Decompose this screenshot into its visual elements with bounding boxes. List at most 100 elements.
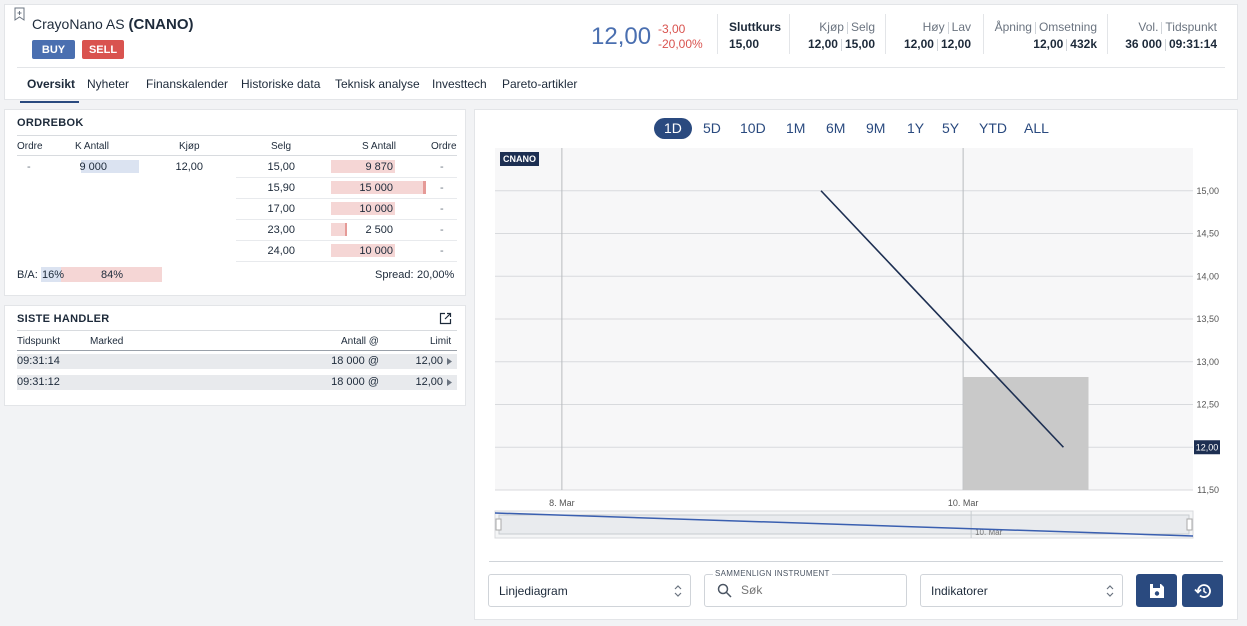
col-k-antall: K Antall xyxy=(75,141,109,152)
sell-button[interactable]: SELL xyxy=(82,40,124,59)
stat-kjop-selg: Kjøp Selg 12,00 15,00 xyxy=(807,20,875,51)
spread-value: 20,00% xyxy=(417,269,455,281)
period-6m[interactable]: 6M xyxy=(826,120,846,136)
last-price: 12,00 xyxy=(591,23,652,50)
spread-label: Spread: xyxy=(375,269,414,281)
select-arrows-icon xyxy=(1106,585,1114,597)
orderbook-cell: 15,90 xyxy=(267,182,295,194)
instrument-header: CrayoNano AS (CNANO) BUY SELL 12,00 -3,0… xyxy=(4,4,1238,103)
orderbook-cell: 2 500 xyxy=(365,224,393,236)
price-chart[interactable]: 11,50 12,00 12,50 13,00 13,50 14,00 14,50 15,00… xyxy=(475,110,1237,550)
period-1m[interactable]: 1M xyxy=(786,120,806,136)
orderbook-cell: 15 000 xyxy=(359,182,393,194)
period-9m[interactable]: 9M xyxy=(866,120,886,136)
price-series-line xyxy=(820,190,1065,448)
col-ordre-selg: Ordre xyxy=(431,141,457,152)
navigator-handle-right xyxy=(1186,518,1193,531)
orderbook-cell: - xyxy=(440,161,444,173)
x-tick-label: 8. Mar xyxy=(549,498,575,508)
tab-nyheter[interactable]: Nyheter xyxy=(87,77,130,91)
period-10d[interactable]: 10D xyxy=(740,120,766,136)
orderbook-cell: 24,00 xyxy=(267,245,295,257)
y-tick-label: 11,50 xyxy=(1197,485,1219,495)
orderbook-cell: - xyxy=(440,245,444,257)
buy-button[interactable]: BUY xyxy=(32,40,75,59)
tab-investtech[interactable]: Investtech xyxy=(432,77,487,91)
volume-bar xyxy=(963,377,1089,490)
period-5d[interactable]: 5D xyxy=(703,120,721,136)
orderbook-cell: 9 000 xyxy=(79,161,107,173)
orderbook-cell: 9 870 xyxy=(365,161,393,173)
x-tick-label: 10. Mar xyxy=(948,498,979,508)
buy-depth-bar xyxy=(81,160,139,173)
company-title: CrayoNano AS (CNANO) xyxy=(32,16,194,33)
chart-type-select[interactable]: Linjediagram xyxy=(488,574,691,607)
col-s-antall: S Antall xyxy=(362,141,396,152)
y-tick-label: 15,00 xyxy=(1196,186,1219,196)
ba-buy-bar xyxy=(41,267,61,282)
ba-sell-bar xyxy=(61,267,162,282)
table-row[interactable]: 09:31:12 18 000 @ 12,00 xyxy=(17,375,457,390)
orderbook-cell: 23,00 xyxy=(267,224,295,236)
tab-historiske-data[interactable]: Historiske data xyxy=(241,77,321,91)
bookmark-add-icon[interactable] xyxy=(14,7,25,21)
orderbook-cell: 10 000 xyxy=(359,203,393,215)
tab-finanskalender[interactable]: Finanskalender xyxy=(146,77,229,91)
table-row[interactable]: 09:31:14 18 000 @ 12,00 xyxy=(17,354,457,369)
orderbook-cell: 17,00 xyxy=(267,203,295,215)
period-all[interactable]: ALL xyxy=(1024,120,1049,136)
divider xyxy=(885,14,886,54)
orderbook-title: ORDREBOK xyxy=(17,117,84,129)
ba-buy-pct: 16% xyxy=(42,269,65,281)
sell-depth-bar xyxy=(331,202,395,215)
period-5y[interactable]: 5Y xyxy=(942,120,960,136)
y-tick-label: 13,00 xyxy=(1196,357,1219,367)
tab-pareto-artikler[interactable]: Pareto-artikler xyxy=(502,77,578,91)
external-link-icon[interactable] xyxy=(439,312,452,325)
recent-trades-title: SISTE HANDLER xyxy=(17,313,110,325)
orderbook-cell: 12,00 xyxy=(175,161,203,173)
history-icon xyxy=(1193,583,1211,598)
stat-sluttkurs: Sluttkurs 15,00 xyxy=(729,20,782,51)
orderbook-cell: - xyxy=(440,203,444,215)
search-icon xyxy=(717,583,732,598)
last-price-tag xyxy=(1194,440,1220,455)
col-marked: Marked xyxy=(90,336,124,347)
compare-instrument-field[interactable]: SAMMENLIGN INSTRUMENT xyxy=(704,569,907,607)
sell-depth-bar xyxy=(331,181,425,194)
divider xyxy=(983,14,984,54)
y-tick-label: 13,50 xyxy=(1196,314,1219,324)
tab-teknisk-analyse[interactable]: Teknisk analyse xyxy=(335,77,420,91)
chart-panel: 1D 5D 10D 1M 6M 9M 1Y 5Y YTD ALL 11,50 12… xyxy=(474,109,1238,620)
col-limit: Limit xyxy=(430,336,452,347)
tab-oversikt[interactable]: Oversikt xyxy=(27,77,76,91)
compare-label: SAMMENLIGN INSTRUMENT xyxy=(713,569,832,578)
orderbook-cell: 10 000 xyxy=(359,245,393,257)
period-ytd[interactable]: YTD xyxy=(979,120,1007,136)
orderbook-cell: - xyxy=(27,161,31,173)
orderbook-cell: 15,00 xyxy=(267,161,295,173)
col-antall: Antall @ xyxy=(341,336,379,347)
stat-vol-tidspunkt: Vol. Tidspunkt 36 000 09:31:14 xyxy=(1125,20,1217,51)
navigator-label: 10. Mar xyxy=(975,528,1002,537)
last-price-tag-label: 12,00 xyxy=(1196,442,1219,452)
orderbook-panel: ORDREBOK Ordre K Antall Kjøp Selg S Anta… xyxy=(4,109,466,296)
sell-depth-bar xyxy=(331,160,395,173)
divider xyxy=(717,14,718,54)
active-tab-indicator xyxy=(20,101,79,103)
col-selg: Selg xyxy=(271,141,292,152)
period-1d[interactable]: 1D xyxy=(654,118,692,139)
instrument-tabs: Oversikt Nyheter Finanskalender Historis… xyxy=(17,67,1225,103)
company-name: CrayoNano AS xyxy=(32,16,125,32)
col-kjop: Kjøp xyxy=(179,141,200,152)
y-tick-label: 14,00 xyxy=(1196,271,1219,281)
compare-search-input[interactable] xyxy=(741,583,891,597)
save-chart-button[interactable] xyxy=(1136,574,1177,607)
y-tick-label: 12,50 xyxy=(1196,400,1219,410)
orderbook-cell: - xyxy=(440,182,444,194)
reset-chart-button[interactable] xyxy=(1182,574,1223,607)
stat-apning-omsetning: Åpning Omsetning 12,00 432k xyxy=(994,20,1097,51)
indicators-select[interactable]: Indikatorer xyxy=(920,574,1123,607)
period-1y[interactable]: 1Y xyxy=(907,120,925,136)
ba-sell-pct: 84% xyxy=(101,269,124,281)
